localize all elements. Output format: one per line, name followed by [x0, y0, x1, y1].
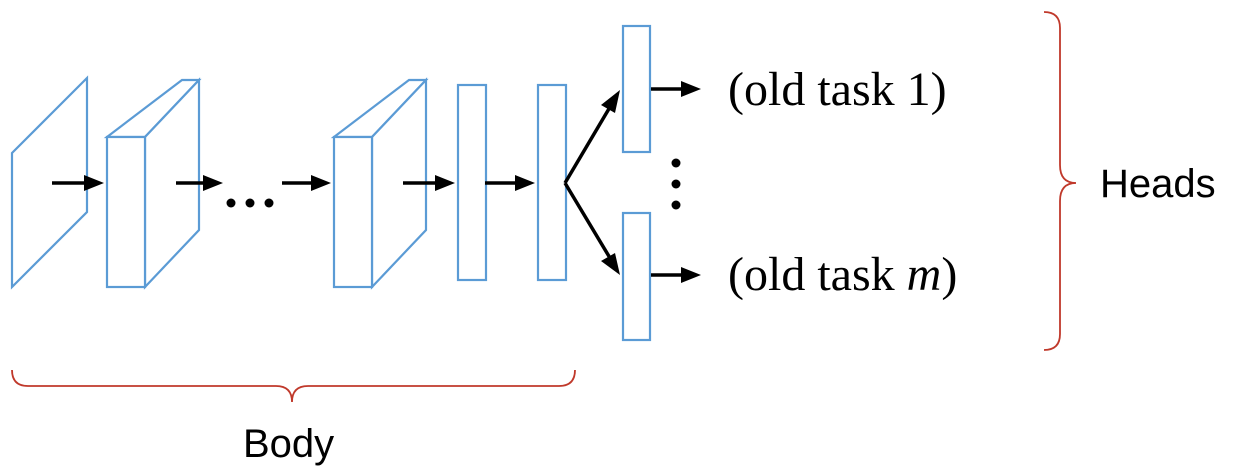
body-bracket [11, 369, 576, 403]
heads-ellipsis [671, 158, 681, 210]
arrow-5 [485, 175, 535, 191]
fc-layer-1 [456, 83, 488, 282]
heads-bracket [1043, 11, 1077, 351]
head-1-label: (old task 1) [728, 63, 947, 116]
conv-block-2 [330, 77, 429, 290]
head-m-label: (old task m) [728, 248, 957, 301]
body-ellipsis [226, 198, 274, 208]
arrow-2 [176, 175, 223, 191]
conv-block-1 [103, 77, 202, 290]
input-layer [10, 75, 89, 290]
heads-label: Heads [1100, 162, 1216, 206]
head-layer-m [621, 211, 652, 342]
arrow-4 [403, 175, 455, 191]
arrow-1 [52, 175, 104, 191]
arrow-3 [282, 175, 331, 191]
branch-arrow-down [563, 182, 620, 275]
fc-layer-2 [536, 83, 568, 282]
head-m-arrow [651, 267, 701, 283]
branch-arrow-up [563, 90, 620, 184]
head-layer-1 [621, 24, 652, 154]
body-label: Body [243, 422, 334, 466]
head-1-arrow [651, 81, 701, 97]
